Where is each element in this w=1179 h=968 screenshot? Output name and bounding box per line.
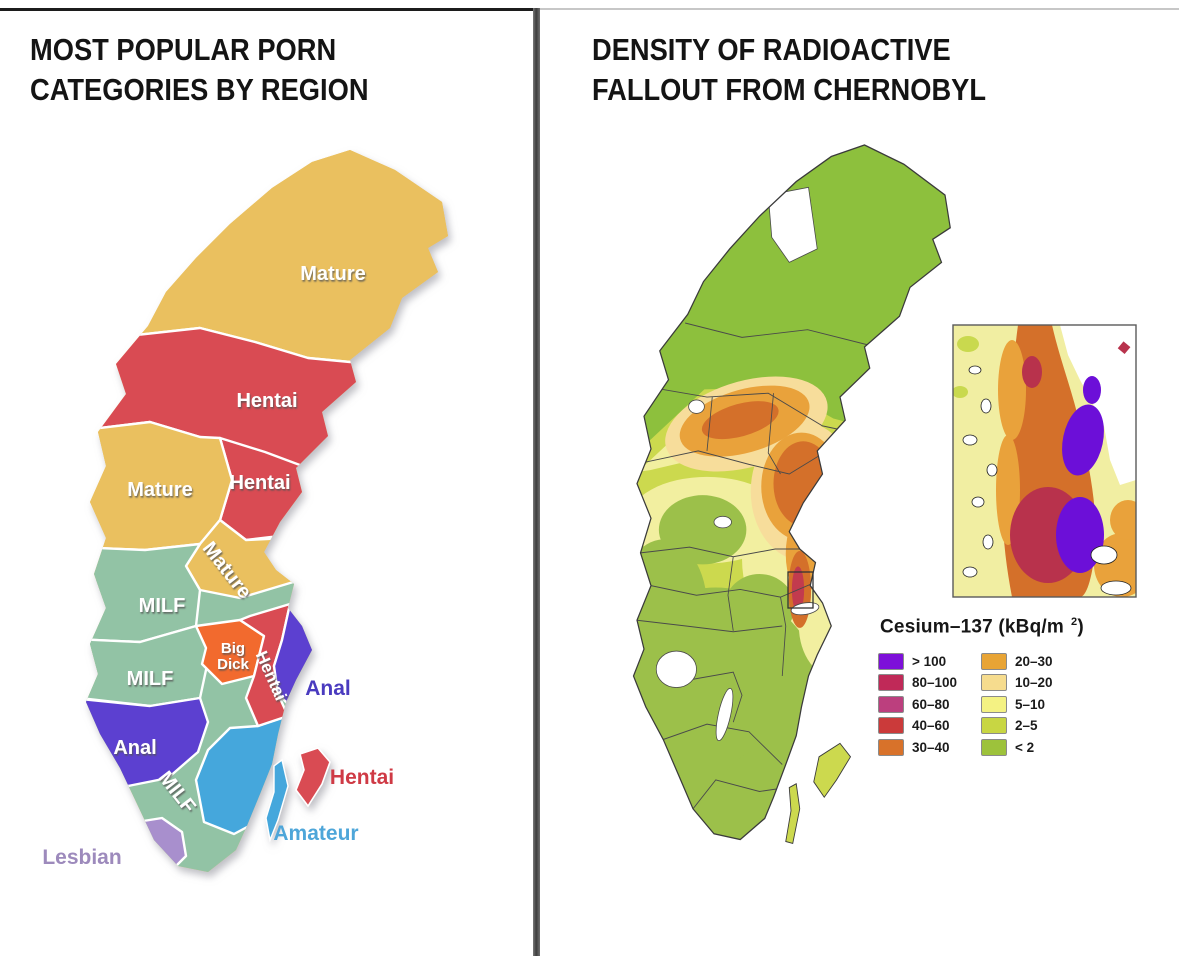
- legend-label: 5–10: [1015, 696, 1046, 712]
- sweden-right-land: [632, 144, 951, 844]
- legend-title: Cesium–137 (kBq/m 2): [862, 616, 1162, 638]
- legend-label: 2–5: [1015, 718, 1038, 734]
- label-hentai-gotland: Hentai: [330, 766, 394, 789]
- legend-row: 2–5: [981, 715, 1053, 737]
- legend-row: < 2: [981, 736, 1053, 758]
- legend-row: 20–30: [981, 650, 1053, 672]
- right-title-line2: FALLOUT FROM CHERNOBYL: [592, 72, 987, 107]
- panel-divider: [533, 8, 540, 956]
- legend-row: 5–10: [981, 693, 1053, 715]
- label-amateur-oland: Amateur: [273, 822, 358, 845]
- island-oland: [265, 758, 289, 843]
- lake-vanern: [655, 650, 697, 689]
- label-big-dick-line2: Dick: [217, 656, 249, 673]
- legend-swatch-2-5: [981, 717, 1007, 735]
- legend-swatch-5-10: [981, 695, 1007, 713]
- label-anal-west: Anal: [113, 737, 156, 759]
- sweden-left-land: [86, 150, 448, 872]
- lake-siljan: [713, 515, 732, 529]
- legend-row: 30–40: [878, 736, 965, 758]
- legend-row: 10–20: [981, 672, 1053, 694]
- legend-label: 10–20: [1015, 675, 1053, 691]
- legend-label: 80–100: [912, 675, 958, 691]
- lake-storsjon: [688, 399, 705, 414]
- legend-swatch-20-30: [981, 652, 1007, 670]
- label-hentai-vasterbotten: Hentai: [236, 390, 297, 412]
- left-panel-title: MOST POPULAR PORN CATEGORIES BY REGION: [30, 30, 369, 110]
- legend-row: 60–80: [878, 693, 965, 715]
- label-milf-varmland: MILF: [127, 668, 174, 690]
- porn-categories-map: Mature Hentai Hentai Mature Mature MILF …: [42, 150, 448, 872]
- legend-label: 30–40: [912, 739, 950, 755]
- right-panel-title: DENSITY OF RADIOACTIVE FALLOUT FROM CHER…: [592, 30, 986, 110]
- island-oland-right: [785, 783, 801, 844]
- legend-label: > 100: [912, 653, 947, 669]
- norway-notch: [767, 186, 818, 263]
- legend-label: 40–60: [912, 718, 950, 734]
- legend-column-2: 20–30 10–20 5–10 2–5 < 2: [981, 650, 1053, 758]
- label-milf-dalarna: MILF: [139, 595, 186, 617]
- legend-title-text: Cesium–137 (kBq/m: [880, 616, 1064, 638]
- left-title-line1: MOST POPULAR PORN: [30, 32, 337, 67]
- legend-swatch-60-80: [878, 695, 904, 713]
- island-gotland-right: [813, 742, 852, 799]
- legend-column-1: > 100 80–100 60–80 40–60 30–40: [878, 650, 965, 758]
- legend-swatch-80-100: [878, 674, 904, 692]
- label-lesbian-skane: Lesbian: [42, 846, 121, 869]
- inset-detail-panel: [952, 324, 1137, 598]
- legend-label: < 2: [1015, 739, 1035, 755]
- legend-swatch-40-60: [878, 717, 904, 735]
- legend-swatch-lt2: [981, 738, 1007, 756]
- legend-label: 60–80: [912, 696, 950, 712]
- legend-swatch-30-40: [878, 738, 904, 756]
- lake-malaren: [790, 602, 820, 616]
- top-border-left: [0, 8, 533, 11]
- inset-marker-box: [787, 571, 814, 609]
- cesium-legend: Cesium–137 (kBq/m 2) > 100 80–100 60–80 4…: [862, 616, 1162, 758]
- legend-row: > 100: [878, 650, 965, 672]
- label-mature-jamtland: Mature: [127, 479, 193, 501]
- legend-swatch-gt100: [878, 652, 904, 670]
- right-title-line1: DENSITY OF RADIOACTIVE: [592, 32, 951, 67]
- left-title-line2: CATEGORIES BY REGION: [30, 72, 369, 107]
- top-border-right: [540, 8, 1179, 10]
- lake-vattern: [715, 687, 734, 742]
- chernobyl-fallout-map: [632, 144, 1137, 844]
- label-big-dick-line1: Big: [221, 640, 245, 657]
- region-milf-dalarna: [86, 542, 202, 644]
- label-hentai-vasternorrland: Hentai: [229, 472, 290, 494]
- island-gotland: [295, 747, 331, 808]
- label-mature-north: Mature: [300, 263, 366, 285]
- legend-title-superscript: 2: [1070, 616, 1078, 628]
- region-mature-north: [86, 150, 448, 372]
- legend-title-suffix: ): [1077, 616, 1084, 638]
- legend-row: 80–100: [878, 672, 965, 694]
- label-anal-stockholm: Anal: [305, 677, 351, 700]
- legend-row: 40–60: [878, 715, 965, 737]
- legend-label: 20–30: [1015, 653, 1053, 669]
- legend-swatch-10-20: [981, 674, 1007, 692]
